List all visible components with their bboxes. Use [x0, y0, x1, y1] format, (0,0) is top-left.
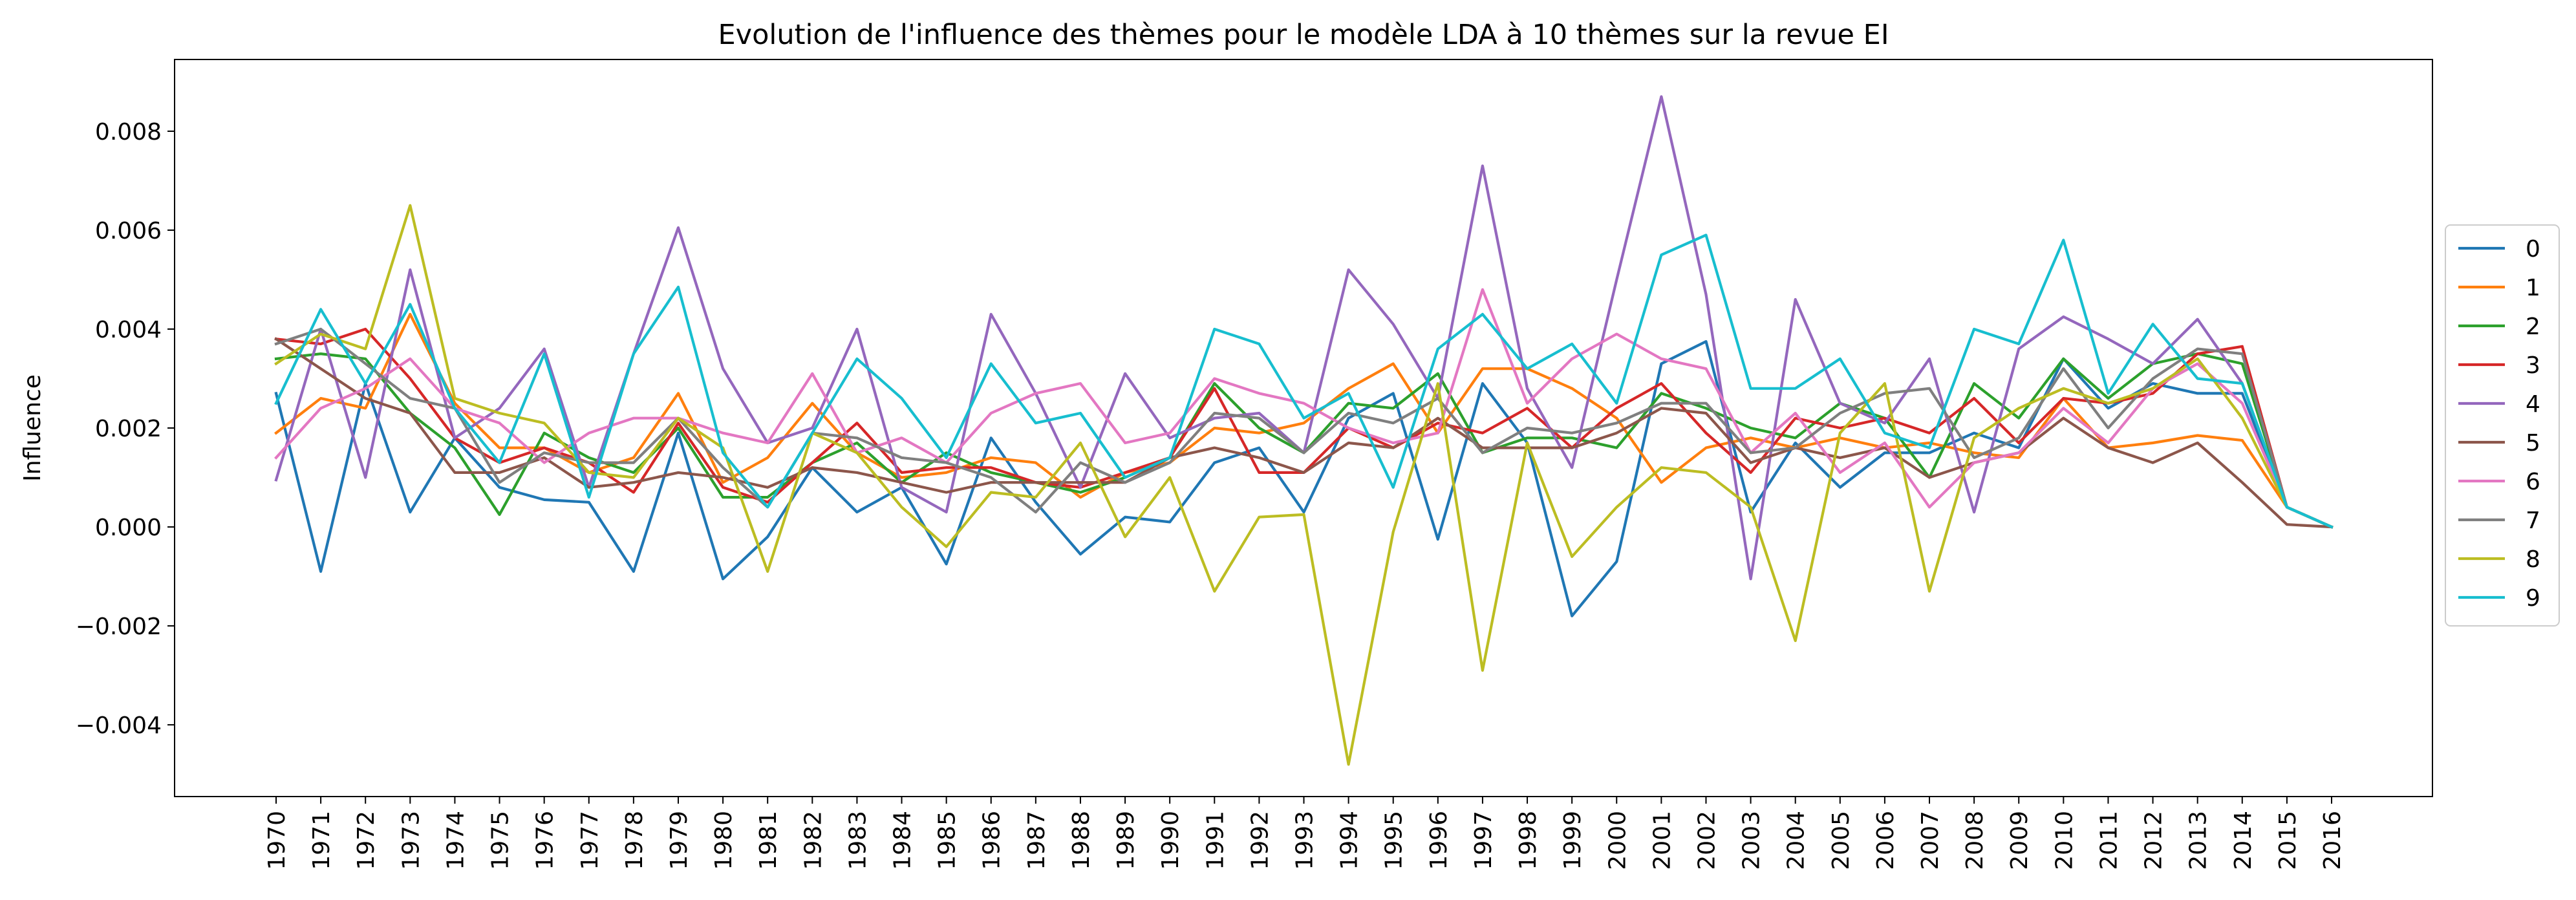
- x-tick-label: 2014: [2230, 811, 2257, 870]
- series-line-6: [274, 288, 2334, 529]
- x-tick-label: 1971: [308, 811, 335, 870]
- x-tick-label: 1975: [488, 811, 514, 870]
- legend-label-5: 5: [2526, 430, 2540, 456]
- x-tick-label: 1993: [1292, 811, 1318, 870]
- legend-label-9: 9: [2526, 585, 2540, 612]
- legend-label-8: 8: [2526, 546, 2540, 573]
- x-tick-label: 1994: [1336, 811, 1363, 870]
- x-tick-label: 1980: [711, 811, 737, 870]
- x-tick-label: 1998: [1515, 811, 1541, 870]
- y-axis: −0.004 −0.002 0.000 0.002 0.004 0.006 0.008: [76, 119, 175, 739]
- x-tick-label: 2005: [1828, 811, 1854, 870]
- x-tick-label: 1985: [934, 811, 961, 870]
- y-tick-label: −0.002: [76, 614, 162, 640]
- x-tick-label: 2007: [1917, 811, 1944, 870]
- y-tick-label: 0.008: [95, 119, 162, 145]
- x-axis: 1970 1971 1972 1973 1974 1975 1976 1977 1978 1979…: [264, 797, 2346, 870]
- x-tick-label: 1989: [1113, 811, 1139, 870]
- x-tick-label: 1974: [442, 811, 469, 870]
- legend-label-3: 3: [2526, 352, 2540, 379]
- x-tick-label: 1992: [1247, 811, 1273, 870]
- x-tick-label: 2012: [2141, 811, 2167, 870]
- y-tick-label: 0.004: [95, 317, 162, 343]
- x-tick-label: 1970: [264, 811, 290, 870]
- legend-box: [2445, 224, 2560, 627]
- chart-title: Evolution de l'influence des thèmes pour…: [718, 19, 1889, 51]
- plot-frame: [174, 59, 2433, 797]
- x-tick-label: 2004: [1783, 811, 1810, 870]
- legend-label-1: 1: [2526, 275, 2540, 301]
- series-line-0: [274, 339, 2334, 617]
- legend: 0 1 2 3 4 5 6 7 8 9: [2445, 224, 2560, 627]
- legend-label-2: 2: [2526, 314, 2540, 340]
- x-tick-label: 2016: [2319, 811, 2346, 870]
- x-tick-label: 2006: [1873, 811, 1899, 870]
- x-tick-label: 1999: [1560, 811, 1586, 870]
- y-tick-label: 0.000: [95, 515, 162, 541]
- series-line-7: [274, 327, 2334, 529]
- x-tick-label: 2013: [2185, 811, 2212, 870]
- series-lines: [274, 95, 2334, 766]
- x-tick-label: 2011: [2096, 811, 2122, 870]
- x-tick-label: 1983: [844, 811, 871, 870]
- series-line-9: [274, 233, 2334, 529]
- x-tick-label: 1995: [1381, 811, 1408, 870]
- legend-label-7: 7: [2526, 508, 2540, 534]
- series-line-8: [274, 204, 2334, 766]
- x-tick-label: 1990: [1157, 811, 1184, 870]
- x-tick-label: 1987: [1024, 811, 1050, 870]
- x-tick-label: 2001: [1649, 811, 1675, 870]
- x-tick-label: 1973: [398, 811, 424, 870]
- x-tick-label: 1982: [800, 811, 826, 870]
- legend-label-6: 6: [2526, 469, 2540, 495]
- legend-label-0: 0: [2526, 236, 2540, 262]
- x-tick-label: 2008: [1962, 811, 1988, 870]
- x-tick-label: 2015: [2275, 811, 2301, 870]
- x-tick-label: 1972: [353, 811, 380, 870]
- x-tick-label: 1977: [577, 811, 603, 870]
- x-tick-label: 1997: [1470, 811, 1497, 870]
- x-tick-label: 1988: [1068, 811, 1095, 870]
- x-tick-label: 1979: [666, 811, 692, 870]
- x-tick-label: 2010: [2051, 811, 2077, 870]
- x-tick-label: 1978: [621, 811, 648, 870]
- x-tick-label: 1981: [755, 811, 782, 870]
- x-tick-label: 1996: [1426, 811, 1452, 870]
- x-tick-label: 1984: [890, 811, 916, 870]
- x-tick-label: 1976: [532, 811, 559, 870]
- x-tick-label: 2002: [1693, 811, 1720, 870]
- x-tick-label: 2003: [1739, 811, 1765, 870]
- legend-label-4: 4: [2526, 391, 2540, 418]
- x-tick-label: 1986: [979, 811, 1005, 870]
- x-tick-label: 2009: [2006, 811, 2033, 870]
- x-tick-label: 1991: [1202, 811, 1229, 870]
- y-tick-label: 0.002: [95, 416, 162, 442]
- y-axis-title: Influence: [19, 374, 46, 482]
- y-tick-label: 0.006: [95, 218, 162, 244]
- y-tick-label: −0.004: [76, 712, 162, 739]
- x-tick-label: 2000: [1604, 811, 1631, 870]
